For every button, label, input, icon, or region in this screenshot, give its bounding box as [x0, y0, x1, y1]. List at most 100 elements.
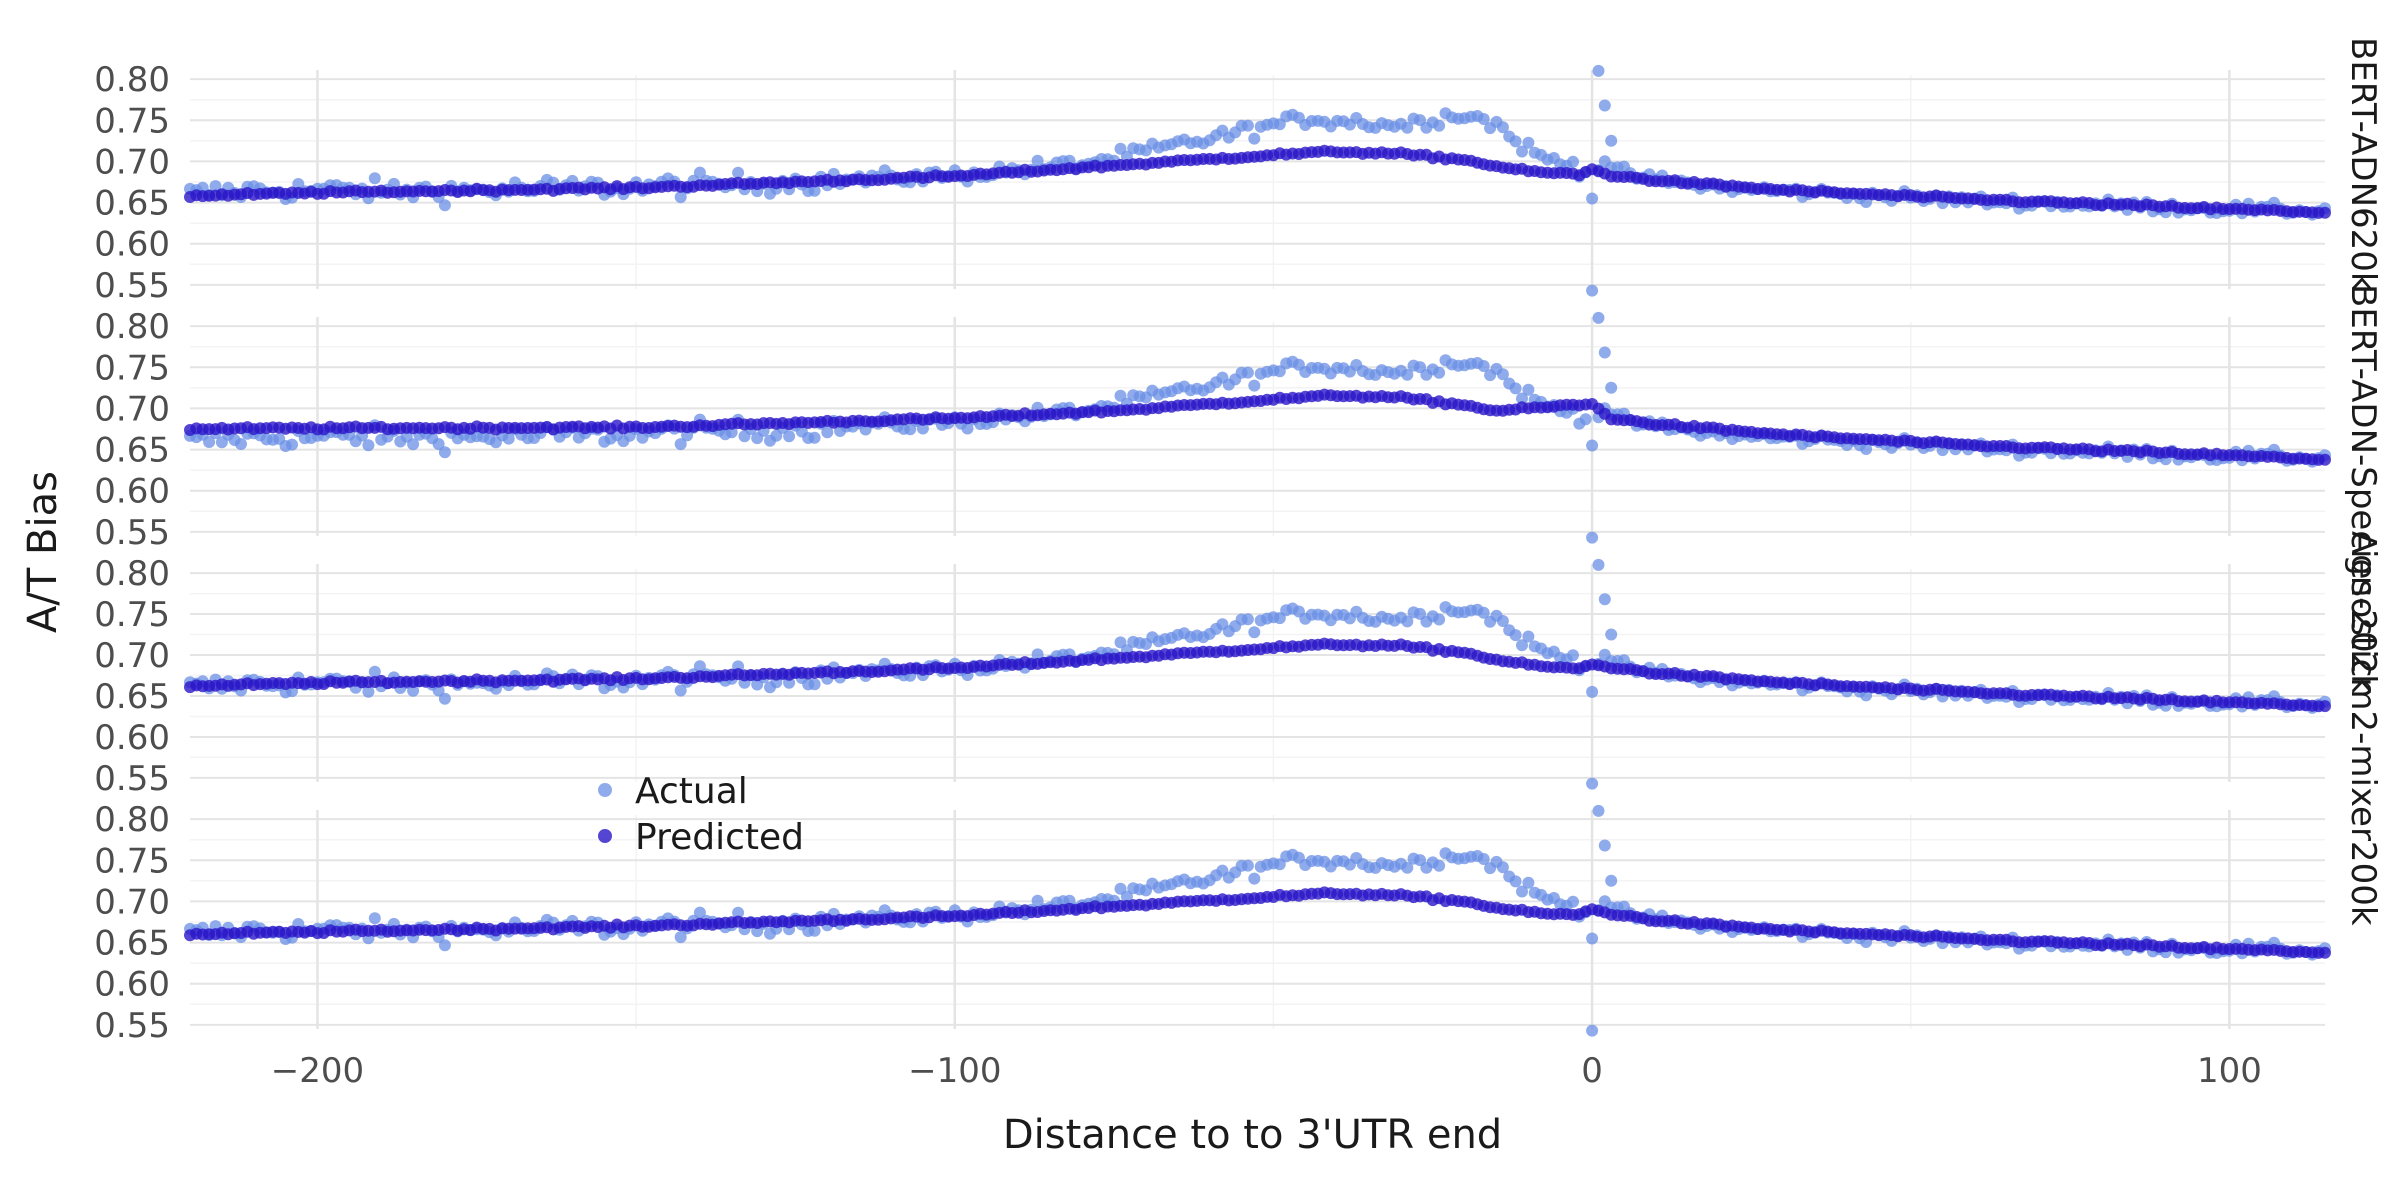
actual-point [1586, 932, 1599, 945]
actual-point [1522, 136, 1535, 149]
actual-point [1522, 876, 1535, 889]
legend: Actual Predicted [598, 771, 804, 858]
actual-point [674, 438, 687, 451]
facet-label: Agnosticm2-mixer200k [2343, 531, 2383, 926]
actual-point [1586, 531, 1599, 544]
actual-point [368, 665, 381, 678]
actual-point [1516, 392, 1528, 405]
actual-point [362, 439, 375, 452]
actual-point [725, 426, 738, 439]
actual-point [1241, 859, 1254, 872]
actual-point [1592, 64, 1605, 77]
y-tick-label: 0.80 [94, 800, 170, 840]
actual-point [1605, 874, 1618, 887]
actual-point [916, 422, 929, 435]
x-tick-label: −200 [271, 1051, 364, 1091]
actual-point [674, 931, 687, 944]
actual-point [1477, 853, 1490, 865]
actual-point [1401, 861, 1414, 874]
predicted-point [2319, 453, 2331, 466]
actual-point [1433, 119, 1446, 132]
y-tick-label: 0.80 [94, 554, 170, 594]
actual-point [1248, 379, 1261, 392]
actual-point [1586, 777, 1599, 790]
actual-point [1586, 439, 1599, 452]
actual-point [1598, 99, 1611, 112]
actual-point [1605, 628, 1618, 641]
actual-point [235, 438, 247, 450]
actual-point [368, 172, 381, 185]
actual-point [1433, 366, 1446, 379]
y-tick-label: 0.60 [94, 965, 170, 1005]
y-tick-label: 0.60 [94, 718, 170, 758]
facet-label: BERT-ADN620k [2343, 37, 2383, 292]
y-tick-label: 0.65 [94, 431, 170, 471]
predicted-point [2319, 700, 2331, 713]
actual-point [1592, 804, 1605, 817]
actual-point [1605, 134, 1618, 147]
actual-point [1509, 875, 1522, 888]
y-axis-title: A/T Bias [20, 471, 66, 633]
actual-point [732, 906, 745, 919]
actual-point [808, 184, 821, 197]
actual-point [1031, 648, 1044, 661]
legend-label-actual: Actual [635, 771, 748, 812]
actual-point [1586, 685, 1599, 698]
x-tick-label: −100 [908, 1051, 1001, 1091]
actual-point [1477, 360, 1490, 372]
actual-point [1031, 894, 1044, 907]
y-tick-label: 0.60 [94, 225, 170, 265]
legend-marker-predicted [598, 829, 612, 843]
actual-point [1477, 113, 1490, 125]
y-tick-label: 0.70 [94, 389, 170, 429]
actual-point [783, 430, 796, 443]
actual-point [286, 438, 298, 451]
y-tick-label: 0.80 [94, 60, 170, 100]
predicted-point [2319, 946, 2331, 959]
y-tick-label: 0.75 [94, 101, 170, 141]
y-tick-label: 0.65 [94, 924, 170, 964]
facet-panel: 0.550.600.650.700.750.80 BERT-ADN-Species… [94, 284, 2383, 694]
actual-point [1567, 155, 1579, 168]
y-tick-label: 0.70 [94, 636, 170, 676]
y-tick-label: 0.70 [94, 882, 170, 922]
actual-point [808, 924, 821, 937]
actual-point [203, 436, 216, 448]
facet-panel: 0.550.600.650.700.750.80 Agnosticm2-mixer… [94, 531, 2383, 926]
y-tick-label: 0.75 [94, 595, 170, 635]
facet-panel: 0.550.600.650.700.750.80 [94, 800, 2331, 1046]
legend-label-predicted: Predicted [635, 817, 804, 858]
actual-point [821, 426, 834, 439]
actual-point [438, 939, 451, 952]
y-tick-label: 0.80 [94, 307, 170, 347]
actual-point [1592, 311, 1605, 324]
actual-point [1031, 154, 1044, 167]
actual-point [1860, 443, 1873, 455]
actual-point [808, 678, 821, 691]
actual-point [1248, 132, 1261, 145]
actual-point [438, 199, 451, 212]
actual-point [808, 431, 821, 444]
actual-point [1496, 861, 1509, 874]
actual-point [432, 438, 445, 450]
actual-point [904, 423, 917, 436]
actual-point [438, 692, 451, 705]
actual-point [1433, 613, 1446, 626]
actual-point [1241, 613, 1254, 626]
actual-point [1401, 368, 1414, 381]
actual-point [693, 166, 706, 179]
actual-point [1248, 626, 1261, 639]
actual-point [438, 446, 451, 459]
actual-point [732, 166, 745, 179]
actual-point [362, 685, 375, 698]
actual-point [209, 180, 222, 193]
actual-point [1586, 284, 1599, 297]
legend-marker-actual [598, 783, 612, 797]
actual-point [407, 438, 420, 451]
y-tick-label: 0.65 [94, 184, 170, 224]
actual-point [1605, 381, 1618, 394]
actual-point [1496, 368, 1509, 381]
facet-panel: 0.550.600.650.700.750.80 BERT-ADN620k [94, 37, 2383, 306]
